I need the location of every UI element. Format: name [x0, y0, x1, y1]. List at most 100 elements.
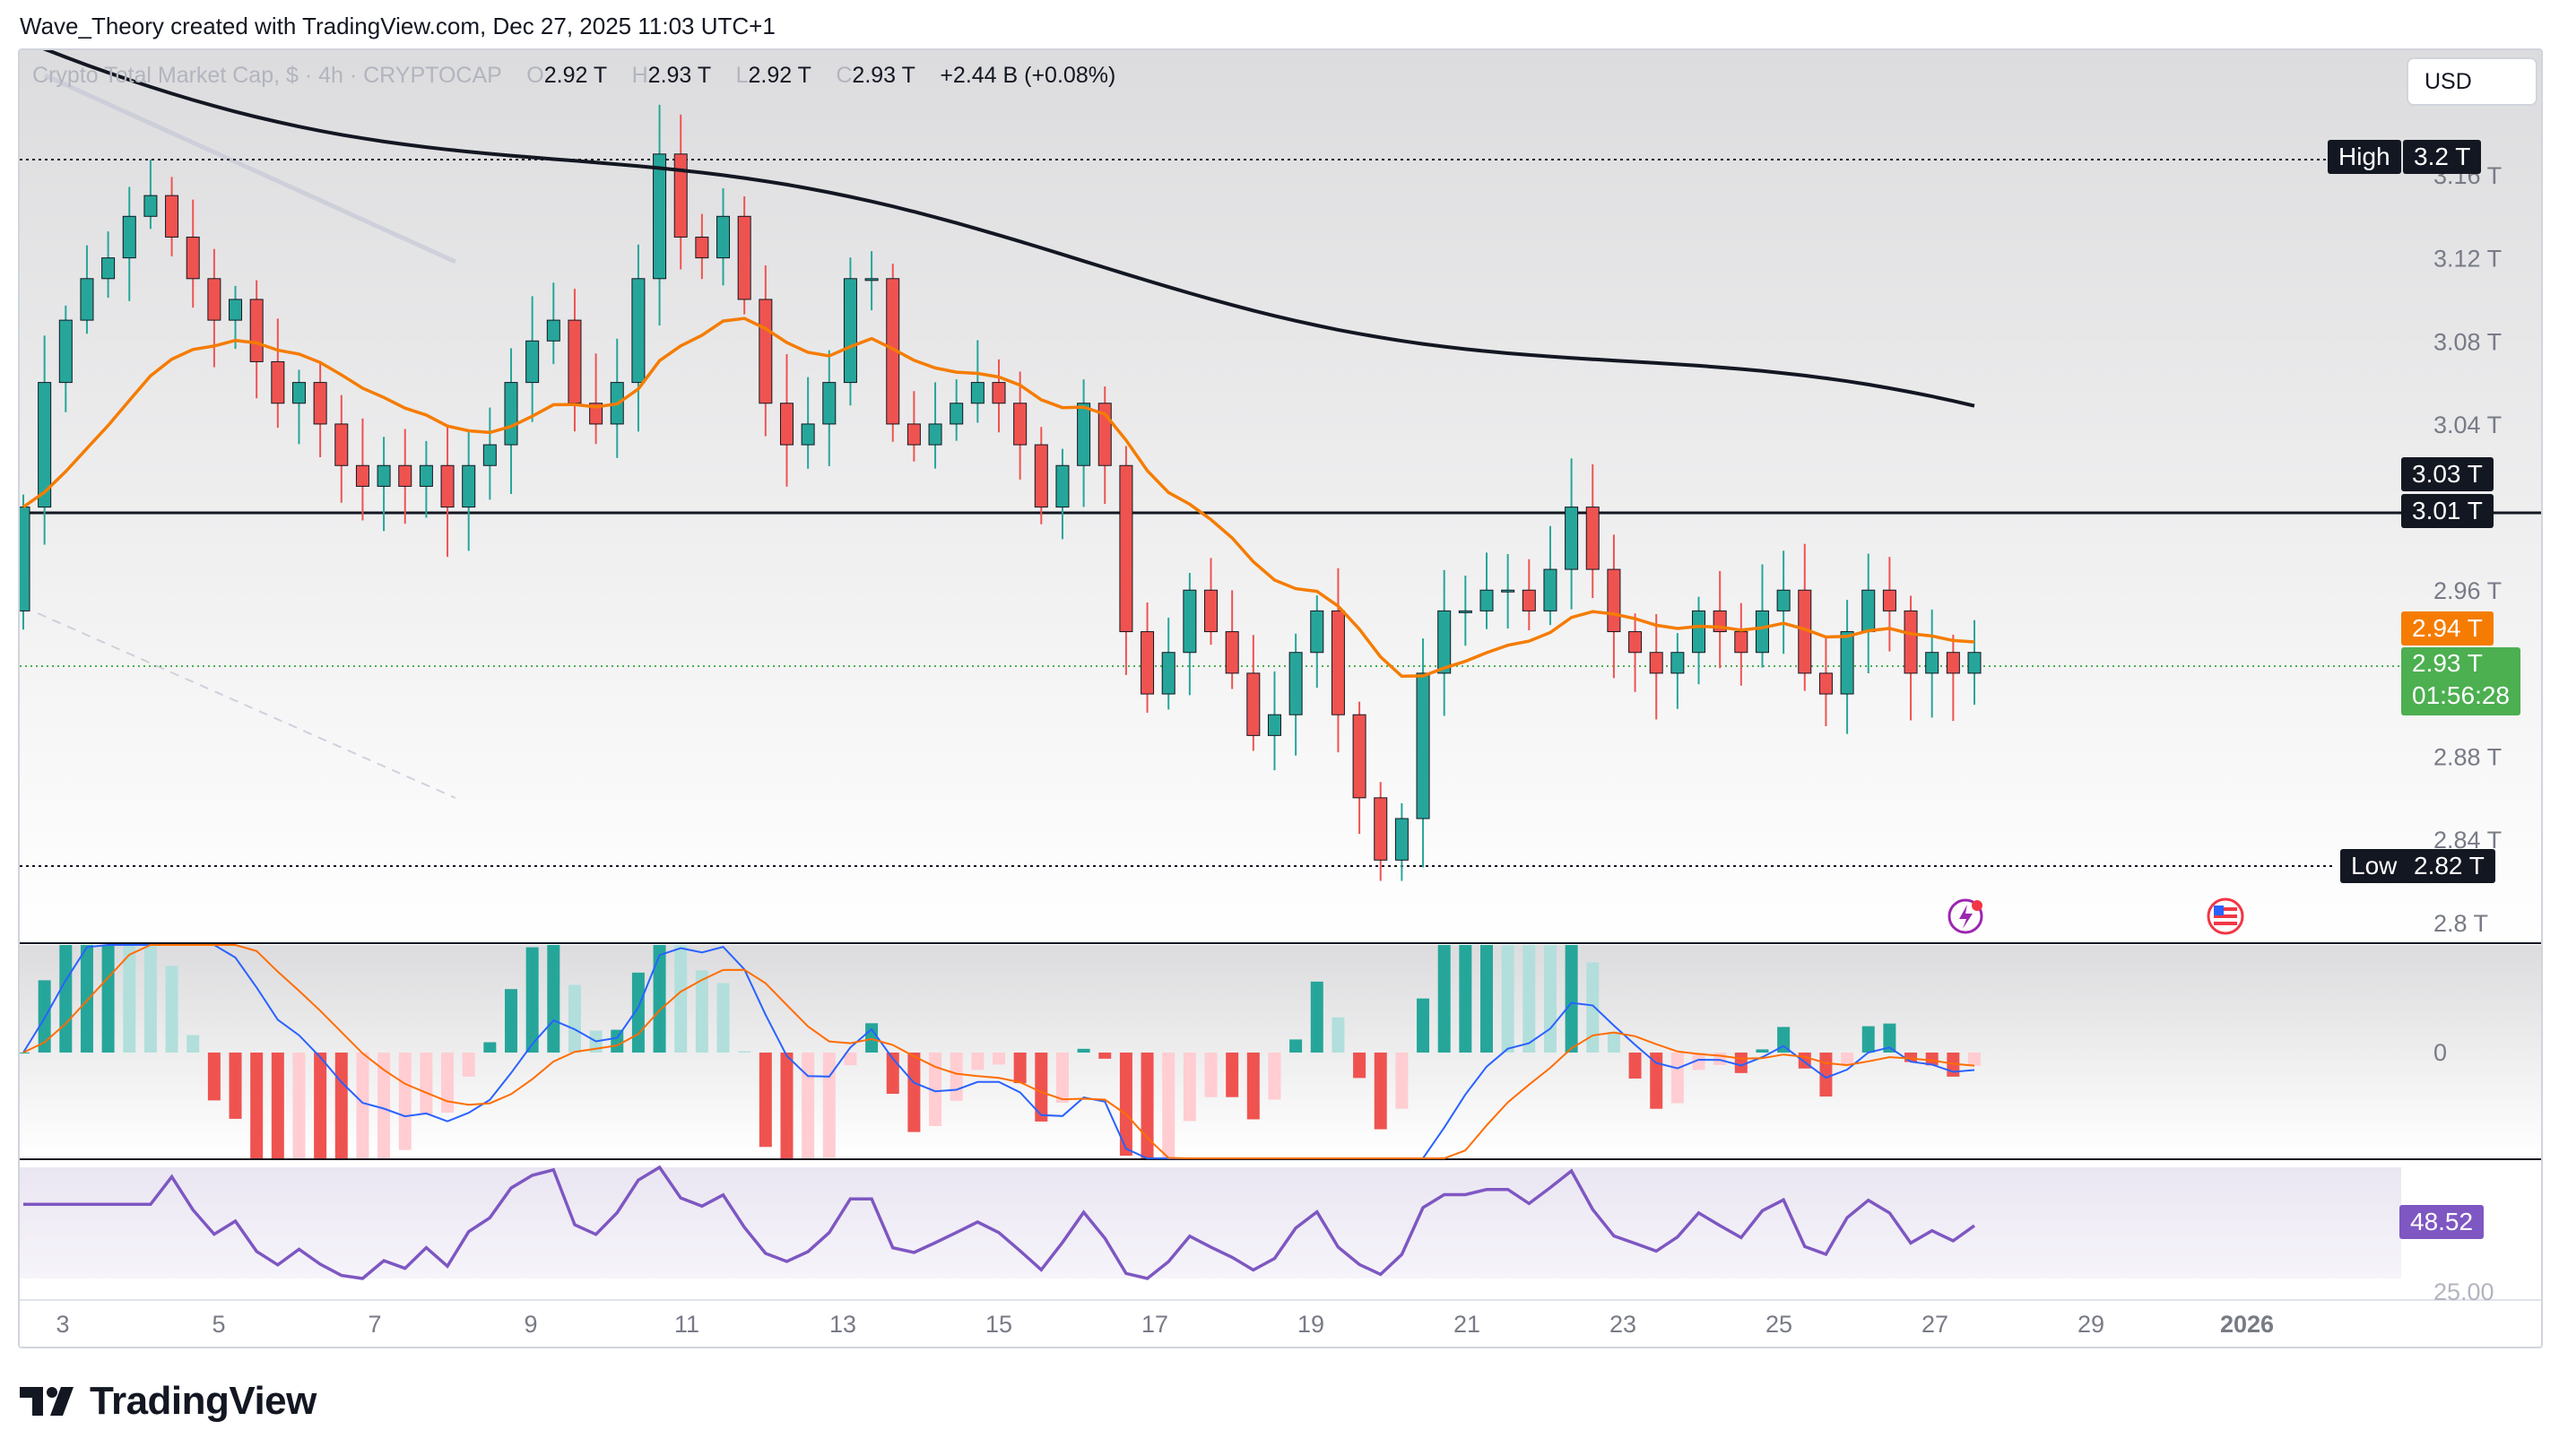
candle[interactable] — [928, 382, 942, 469]
candle[interactable] — [1585, 464, 1600, 598]
candle[interactable] — [334, 394, 349, 503]
candle[interactable] — [864, 251, 879, 311]
candle[interactable] — [906, 391, 921, 462]
candle[interactable] — [1840, 600, 1854, 734]
candle[interactable] — [1331, 568, 1345, 753]
candle[interactable] — [843, 257, 857, 406]
candle[interactable] — [1565, 458, 1579, 610]
candle[interactable] — [525, 296, 540, 422]
candle[interactable] — [1670, 633, 1685, 709]
candle[interactable] — [355, 418, 369, 521]
candle[interactable] — [80, 245, 94, 334]
candle[interactable] — [1352, 701, 1366, 835]
candle[interactable] — [1225, 590, 1239, 689]
drawn-trendline-dashed[interactable] — [37, 612, 456, 799]
candle[interactable] — [1925, 609, 1939, 718]
candle[interactable] — [1267, 671, 1281, 771]
candle[interactable] — [1077, 379, 1091, 507]
candle[interactable] — [1628, 613, 1643, 692]
time-axis[interactable]: 3 5 7 9 11 13 15 17 19 21 23 25 27 29 2026 — [56, 1311, 2274, 1338]
candle[interactable] — [1967, 620, 1982, 706]
chart-frame[interactable]: 3.16 T3.12 T3.08 T3.04 T3 T2.96 T2.88 T2… — [18, 48, 2543, 1348]
candle[interactable] — [801, 377, 815, 469]
candle[interactable] — [165, 177, 179, 257]
candle[interactable] — [504, 348, 518, 495]
symbol-name[interactable]: Crypto Total Market Cap, $ · 4h · CRYPTO… — [32, 63, 502, 88]
tradingview-logo[interactable]: TradingView — [20, 1379, 317, 1424]
candle[interactable] — [1882, 557, 1896, 652]
candle[interactable] — [419, 440, 433, 518]
candle[interactable] — [970, 340, 985, 423]
ema-short-line[interactable] — [22, 316, 1975, 679]
candle[interactable] — [568, 289, 582, 432]
candle[interactable] — [1818, 637, 1833, 727]
candle[interactable] — [1479, 552, 1494, 629]
candle[interactable] — [737, 196, 751, 315]
candle[interactable] — [1755, 564, 1769, 668]
candle[interactable] — [186, 199, 200, 308]
candle[interactable] — [440, 424, 455, 558]
candle[interactable] — [377, 437, 391, 532]
candle[interactable] — [101, 231, 116, 299]
candle[interactable] — [271, 318, 285, 429]
candle[interactable] — [38, 335, 52, 545]
candle[interactable] — [313, 363, 327, 458]
candle[interactable] — [1141, 602, 1155, 714]
candle[interactable] — [546, 282, 560, 365]
candle[interactable] — [673, 114, 688, 270]
candle[interactable] — [58, 305, 73, 412]
lightning-event-icon[interactable] — [1947, 898, 1983, 934]
candle[interactable] — [1798, 543, 1812, 691]
candle[interactable] — [229, 285, 243, 350]
candle[interactable] — [462, 432, 476, 551]
candle[interactable] — [1183, 573, 1197, 696]
candle[interactable] — [886, 264, 900, 442]
candle[interactable] — [1946, 634, 1960, 722]
candle[interactable] — [1204, 558, 1219, 646]
drawn-trendline[interactable] — [43, 73, 457, 264]
candle[interactable] — [143, 160, 158, 230]
candle[interactable] — [1288, 633, 1303, 756]
candles-group[interactable] — [20, 104, 1982, 881]
candle[interactable] — [695, 213, 709, 280]
candle[interactable] — [1374, 782, 1388, 881]
chart-canvas[interactable]: 3.16 T3.12 T3.08 T3.04 T3 T2.96 T2.88 T2… — [20, 50, 2543, 1348]
candle[interactable] — [398, 429, 412, 524]
symbol-legend[interactable]: Crypto Total Market Cap, $ · 4h · CRYPTO… — [32, 63, 1115, 89]
ema-long-line[interactable] — [23, 50, 1975, 408]
candle[interactable] — [1501, 553, 1515, 629]
candle[interactable] — [291, 369, 306, 445]
candle[interactable] — [1394, 802, 1409, 881]
candle[interactable] — [1119, 446, 1133, 675]
candle[interactable] — [950, 379, 964, 441]
candle[interactable] — [1310, 595, 1324, 689]
us-flag-event-icon[interactable] — [2207, 897, 2244, 935]
candle[interactable] — [716, 187, 731, 286]
candle[interactable] — [1543, 525, 1557, 626]
candle[interactable] — [1161, 618, 1175, 710]
candle[interactable] — [992, 359, 1006, 433]
candle[interactable] — [482, 407, 497, 500]
candle[interactable] — [1458, 575, 1472, 646]
candle[interactable] — [589, 353, 603, 445]
currency-button[interactable]: USD — [2407, 57, 2537, 106]
candle[interactable] — [1861, 553, 1876, 674]
candle[interactable] — [1013, 371, 1028, 480]
candle[interactable] — [779, 353, 794, 487]
candle[interactable] — [1522, 559, 1536, 630]
candle[interactable] — [631, 244, 646, 432]
candle[interactable] — [1034, 427, 1048, 524]
candle[interactable] — [1734, 602, 1748, 686]
candle[interactable] — [1649, 613, 1663, 720]
candle[interactable] — [822, 350, 837, 467]
candle[interactable] — [1776, 550, 1791, 654]
candle[interactable] — [122, 186, 136, 301]
candle[interactable] — [20, 494, 30, 630]
candle[interactable] — [653, 104, 667, 326]
price-axis[interactable]: 3.16 T3.12 T3.08 T3.04 T3 T2.96 T2.88 T2… — [2433, 162, 2502, 937]
candle[interactable] — [1055, 448, 1070, 540]
candle[interactable] — [1904, 595, 1918, 721]
candle[interactable] — [1246, 635, 1261, 751]
candle[interactable] — [249, 280, 264, 399]
candle[interactable] — [1437, 569, 1452, 716]
